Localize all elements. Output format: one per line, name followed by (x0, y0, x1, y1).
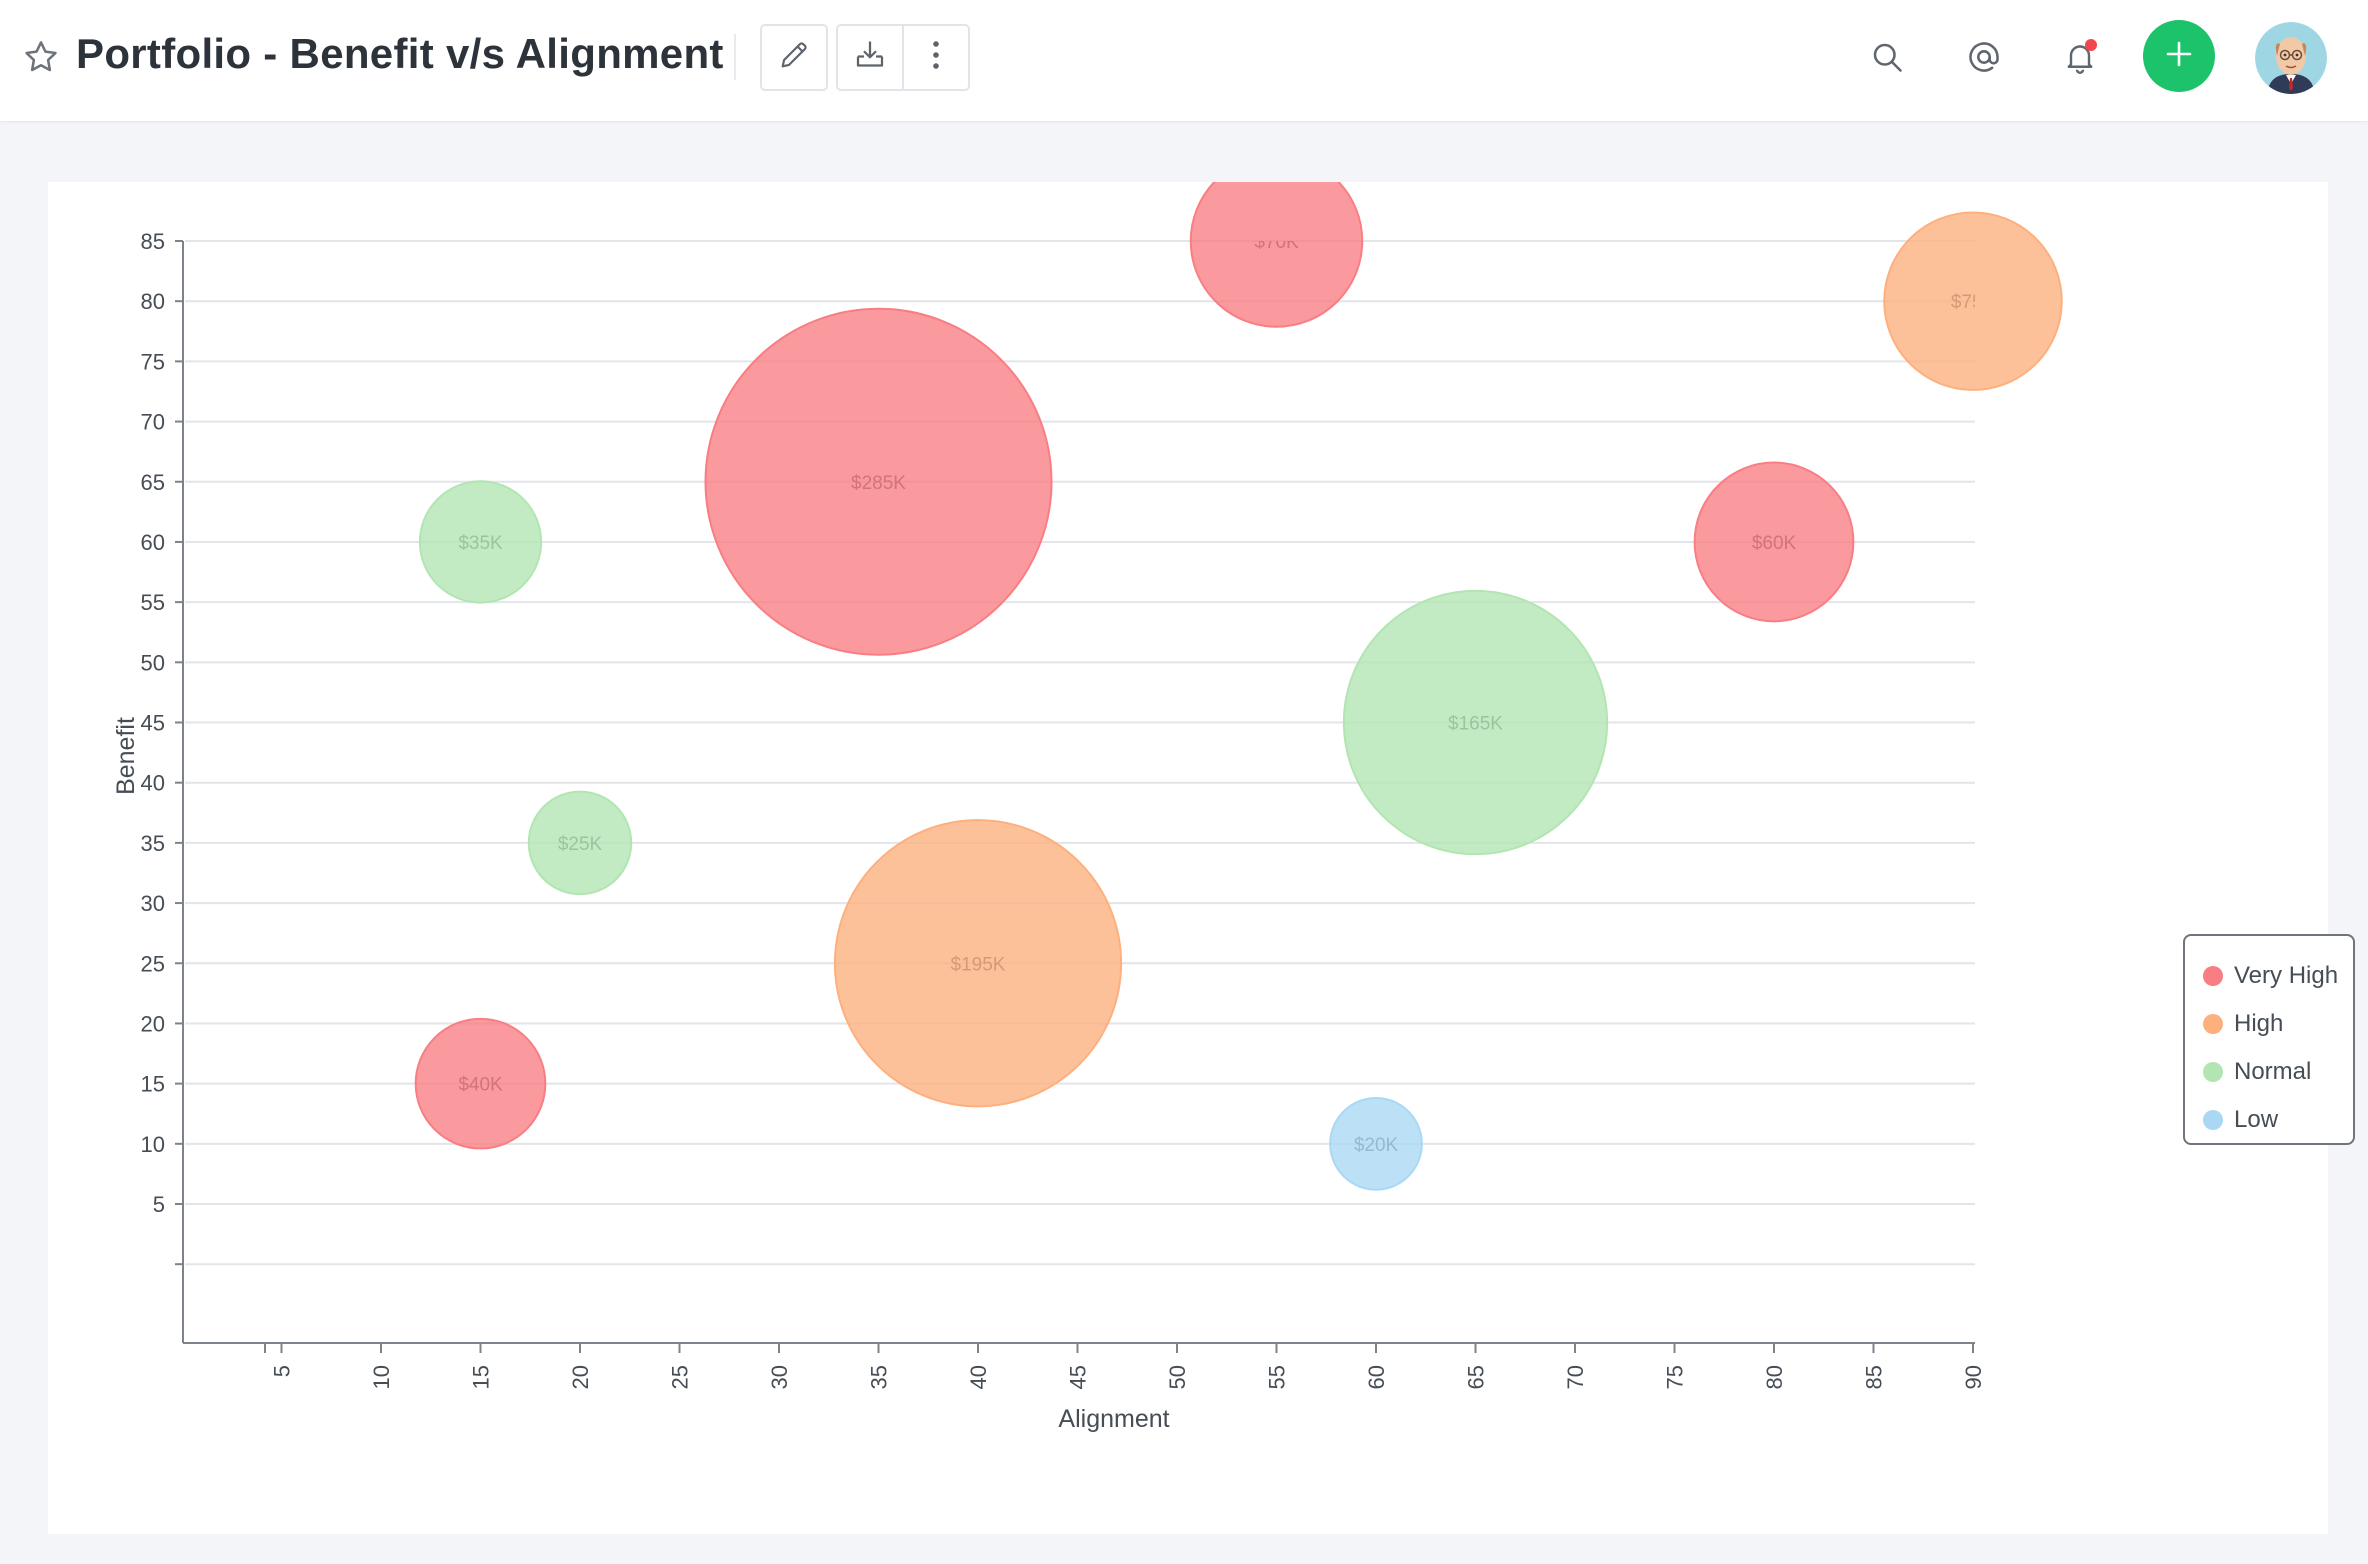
legend-label: Normal (2234, 1058, 2312, 1085)
bubble (527, 790, 633, 896)
x-tick-label: 65 (1464, 1365, 1489, 1389)
y-tick-label: 10 (141, 1132, 165, 1157)
y-tick-label: 20 (141, 1011, 165, 1036)
bubble (1883, 211, 2063, 391)
x-tick-label: 70 (1563, 1365, 1588, 1389)
x-tick-label: 55 (1265, 1365, 1290, 1389)
y-tick-label: 65 (141, 470, 165, 495)
plus-icon (2164, 39, 2194, 74)
export-icon (852, 37, 888, 78)
x-tick-label: 40 (966, 1365, 991, 1389)
x-tick-label: 50 (1165, 1365, 1190, 1389)
bubble-chart: 5 10 15 20 25 30 35 40 45 50 55 60 65 70 75 80 85 5 10 15 20… (112, 182, 2063, 1433)
bubbles-group: $285K$195K$165K$75K$70K$60K$40K$35K$25K$… (458, 241, 1975, 1156)
x-tick-label: 25 (668, 1365, 693, 1389)
legend-item-high[interactable]: High (2203, 1000, 2353, 1048)
notifications-button[interactable] (2057, 36, 2103, 82)
x-tick-label: 90 (1961, 1365, 1986, 1389)
divider (734, 34, 736, 80)
more-vertical-icon (931, 40, 941, 75)
bubble (1329, 1096, 1423, 1191)
legend-item-normal[interactable]: Normal (2203, 1048, 2353, 1096)
bubble (1693, 461, 1855, 623)
x-tick-label: 75 (1663, 1365, 1688, 1389)
y-tick-label: 75 (141, 349, 165, 374)
x-tick-label: 35 (867, 1365, 892, 1389)
more-options-button[interactable] (902, 24, 970, 91)
star-icon[interactable] (22, 38, 60, 76)
x-axis-title: Alignment (1058, 1405, 1169, 1433)
x-tick-label: 5 (270, 1365, 295, 1377)
y-tick-label: 85 (141, 229, 165, 254)
y-tick-label: 40 (141, 771, 165, 796)
page-title: Portfolio - Benefit v/s Alignment (76, 30, 724, 77)
bubble (414, 1017, 547, 1150)
search-button[interactable] (1864, 36, 1910, 82)
legend-label: Very High (2234, 962, 2339, 989)
y-tick-label: 30 (141, 891, 165, 916)
x-tick-label: 10 (369, 1365, 394, 1389)
x-tick-label: 15 (469, 1365, 494, 1389)
add-button[interactable] (2143, 20, 2215, 92)
y-tick-label: 80 (141, 289, 165, 314)
bubble (418, 480, 543, 604)
legend-marker (2203, 1062, 2223, 1082)
y-tick-label: 25 (141, 951, 165, 976)
x-tick-label: 60 (1364, 1365, 1389, 1389)
user-avatar[interactable] (2255, 22, 2327, 94)
bell-icon (2062, 39, 2098, 80)
y-tick-label: 70 (141, 410, 165, 435)
chart-card: 5 10 15 20 25 30 35 40 45 50 55 60 65 70 75 80 85 5 10 15 20… (48, 182, 2355, 1534)
legend-label: High (2234, 1010, 2284, 1037)
at-icon (1966, 39, 2002, 80)
bubble (704, 307, 1053, 656)
x-tick-label: 80 (1762, 1365, 1787, 1389)
legend-label: Low (2234, 1106, 2279, 1133)
y-tick-label: 15 (141, 1072, 165, 1097)
bubble (1342, 589, 1609, 856)
x-tick-label: 30 (767, 1365, 792, 1389)
y-tick-label: 50 (141, 650, 165, 675)
legend-marker (2203, 1014, 2223, 1034)
x-tick-label: 45 (1066, 1365, 1091, 1389)
y-axis-title: Benefit (112, 717, 140, 795)
y-tick-label: 45 (141, 711, 165, 736)
legend-marker (2203, 966, 2223, 986)
x-tick-label: 85 (1862, 1365, 1887, 1389)
mentions-button[interactable] (1961, 36, 2007, 82)
legend-item-low[interactable]: Low (2203, 1096, 2353, 1144)
y-tick-label: 5 (153, 1192, 165, 1217)
notification-badge (2085, 39, 2097, 51)
search-icon (1869, 39, 1905, 80)
y-tick-label: 60 (141, 530, 165, 555)
bubble (1189, 182, 1364, 328)
edit-button[interactable] (760, 24, 828, 91)
pencil-icon (777, 38, 811, 77)
export-button[interactable] (836, 24, 904, 91)
x-tick-label: 20 (568, 1365, 593, 1389)
bubble (833, 819, 1123, 1108)
y-tick-label: 35 (141, 831, 165, 856)
page-header: Portfolio - Benefit v/s Alignment (0, 0, 2368, 121)
chart-legend: Very High High Normal Low (2183, 934, 2355, 1145)
legend-item-very-high[interactable]: Very High (2203, 952, 2353, 1000)
legend-marker (2203, 1110, 2223, 1130)
y-tick-label: 55 (141, 590, 165, 615)
